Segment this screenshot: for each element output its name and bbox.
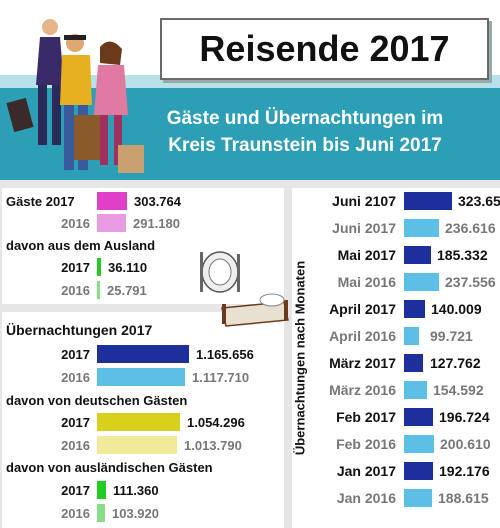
- value-german-2017: 1.054.296: [187, 415, 245, 430]
- monthly-label: Mai 2017: [337, 247, 396, 263]
- foreign-stays-2016-label: 2016: [61, 506, 90, 521]
- bar-german-2017: [97, 413, 180, 431]
- monthly-value: 185.332: [437, 247, 488, 263]
- monthly-label: März 2017: [329, 355, 396, 371]
- monthly-label: Jan 2016: [336, 490, 396, 506]
- german-2016-label: 2016: [61, 438, 90, 453]
- bar-nights-2017: [97, 345, 189, 363]
- monthly-value: 154.592: [433, 382, 484, 398]
- german-guests-heading: davon von deutschen Gästen: [6, 393, 188, 408]
- monthly-bar: [404, 381, 427, 399]
- value-guests-2016: 291.180: [133, 216, 180, 231]
- bar-nights-2016: [97, 368, 185, 386]
- monthly-value: 196.724: [439, 409, 490, 425]
- value-german-2016: 1.013.790: [184, 438, 242, 453]
- monthly-label: Juni 2107: [332, 193, 396, 209]
- german-2017-label: 2017: [61, 415, 90, 430]
- monthly-label: Juni 2017: [332, 220, 396, 236]
- monthly-label: Mai 2016: [337, 274, 396, 290]
- value-foreign-2017: 36.110: [108, 260, 148, 275]
- bar-guests-2016: [97, 214, 126, 232]
- monthly-bar: [404, 327, 419, 345]
- value-nights-2016: 1.117.710: [192, 370, 250, 385]
- monthly-bar: [404, 246, 431, 264]
- monthly-bar: [404, 489, 432, 507]
- monthly-value: 237.556: [445, 274, 496, 290]
- monthly-value: 236.616: [445, 220, 496, 236]
- monthly-bar: [404, 354, 423, 372]
- monthly-value: 323.653: [458, 193, 500, 209]
- monthly-value: 192.176: [439, 463, 490, 479]
- foreign-stays-heading: davon von ausländischen Gästen: [6, 460, 213, 475]
- monthly-bar: [404, 435, 434, 453]
- bar-guests-2017: [97, 192, 127, 210]
- value-foreign-stays-2017: 111.360: [113, 483, 159, 498]
- monthly-label: März 2016: [329, 382, 396, 398]
- bar-german-2016: [97, 436, 177, 454]
- nights-2016-label: 2016: [61, 370, 90, 385]
- subtitle-line-1: Gäste und Übernachtungen im: [166, 108, 444, 129]
- foreign-2017-label: 2017: [61, 260, 90, 275]
- monthly-bar: [404, 192, 452, 210]
- monthly-value: 99.721: [430, 328, 473, 344]
- page-subtitle: Gäste und Übernachtungen im Kreis Trauns…: [110, 105, 500, 159]
- guests-2016-label: 2016: [61, 216, 90, 231]
- monthly-bar: [404, 300, 425, 318]
- foreign-stays-2017-label: 2017: [61, 483, 90, 498]
- monthly-bar: [404, 462, 433, 480]
- monthly-label: Feb 2016: [336, 436, 396, 452]
- nights-2017-label: 2017: [61, 347, 90, 362]
- monthly-label: April 2016: [329, 328, 396, 344]
- bar-foreign-stays-2016: [97, 504, 105, 522]
- foreign-2016-label: 2016: [61, 283, 90, 298]
- monthly-label: April 2017: [329, 301, 396, 317]
- dining-bed-illustration: [200, 251, 289, 327]
- overnight-heading: Übernachtungen 2017: [6, 322, 153, 338]
- monthly-value: 127.762: [430, 355, 481, 371]
- monthly-bar: [404, 408, 433, 426]
- title-box: Reisende 2017: [160, 18, 489, 80]
- value-foreign-2016: 25.791: [107, 283, 147, 298]
- page-title: Reisende 2017: [199, 28, 450, 69]
- value-guests-2017: 303.764: [134, 194, 181, 209]
- monthly-value: 140.009: [431, 301, 482, 317]
- guests-2017-label: Gäste 2017: [6, 194, 75, 209]
- value-foreign-stays-2016: 103.920: [112, 506, 159, 521]
- bar-foreign-2017: [97, 258, 101, 276]
- value-nights-2017: 1.165.656: [196, 347, 254, 362]
- bar-foreign-2016: [97, 281, 100, 299]
- monthly-value: 200.610: [440, 436, 491, 452]
- foreign-guests-heading: davon aus dem Ausland: [6, 238, 156, 253]
- bar-foreign-stays-2017: [97, 481, 106, 499]
- subtitle-line-2: Kreis Traunstein bis Juni 2017: [168, 135, 442, 156]
- panel-monthly: [292, 188, 500, 528]
- monthly-bar: [404, 219, 439, 237]
- travelers-illustration: [6, 19, 144, 173]
- monthly-label: Feb 2017: [336, 409, 396, 425]
- monthly-label: Jan 2017: [336, 463, 396, 479]
- monthly-value: 188.615: [438, 490, 489, 506]
- monthly-bar: [404, 273, 439, 291]
